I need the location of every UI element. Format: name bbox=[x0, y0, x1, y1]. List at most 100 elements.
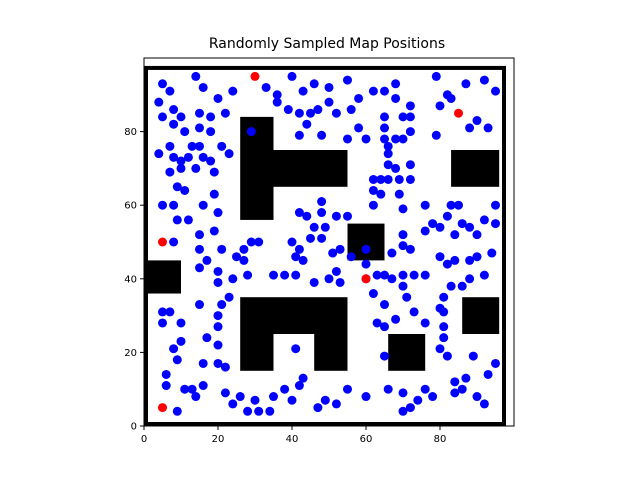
sample-point bbox=[439, 307, 449, 317]
sample-point bbox=[294, 108, 304, 118]
sample-point bbox=[472, 392, 482, 402]
sample-point bbox=[165, 141, 175, 151]
sample-point bbox=[465, 274, 475, 284]
sample-point bbox=[391, 314, 401, 324]
sample-point bbox=[306, 108, 315, 118]
sample-point bbox=[380, 270, 389, 280]
sample-point bbox=[354, 123, 364, 133]
sample-point bbox=[372, 318, 382, 328]
sample-point bbox=[209, 167, 219, 177]
obstacle-block bbox=[451, 150, 500, 187]
sample-point bbox=[298, 86, 308, 96]
sample-point bbox=[191, 392, 201, 402]
sample-point bbox=[191, 163, 201, 173]
sample-point bbox=[368, 185, 378, 195]
sample-point bbox=[450, 388, 460, 398]
sample-point bbox=[165, 307, 175, 317]
sample-point bbox=[405, 101, 415, 111]
sample-point bbox=[368, 289, 378, 299]
sample-point bbox=[198, 200, 208, 210]
sample-point bbox=[376, 174, 386, 184]
sample-point bbox=[380, 123, 389, 133]
y-tick-label: 60 bbox=[124, 201, 137, 212]
sample-point bbox=[161, 369, 171, 379]
sample-point bbox=[294, 208, 304, 218]
sample-point bbox=[320, 395, 330, 405]
sample-point bbox=[457, 384, 467, 394]
sample-point bbox=[209, 189, 219, 199]
sample-point bbox=[331, 399, 341, 409]
sample-point bbox=[287, 395, 297, 405]
sample-point bbox=[176, 336, 186, 346]
sample-point bbox=[239, 244, 249, 254]
sample-point bbox=[195, 141, 204, 151]
sample-point bbox=[272, 90, 282, 100]
sample-point bbox=[302, 211, 312, 221]
sample-point bbox=[324, 82, 334, 92]
sample-point bbox=[287, 71, 297, 81]
sample-point bbox=[331, 108, 341, 118]
sample-point bbox=[331, 211, 341, 221]
sample-point bbox=[280, 270, 290, 280]
sample-point bbox=[191, 71, 201, 81]
sample-point bbox=[457, 219, 467, 229]
sample-point bbox=[217, 300, 227, 310]
sample-point bbox=[380, 300, 389, 310]
sample-point bbox=[165, 86, 175, 96]
sample-point bbox=[195, 263, 204, 273]
sample-point bbox=[176, 156, 186, 166]
sample-point bbox=[287, 237, 297, 247]
sample-point bbox=[409, 270, 419, 280]
sample-point bbox=[361, 134, 371, 144]
sample-point bbox=[335, 244, 345, 254]
sample-point bbox=[479, 75, 489, 85]
sample-point bbox=[243, 270, 253, 280]
sample-point bbox=[343, 384, 352, 394]
sample-point bbox=[368, 174, 378, 184]
sample-point bbox=[398, 112, 408, 122]
sample-point bbox=[380, 134, 389, 144]
sample-point bbox=[368, 200, 378, 210]
sample-point bbox=[183, 215, 193, 225]
sample-point bbox=[398, 388, 408, 398]
sample-point bbox=[376, 189, 386, 199]
sample-point bbox=[220, 362, 230, 372]
sample-point bbox=[398, 270, 408, 280]
sample-point bbox=[158, 112, 167, 122]
sample-point bbox=[450, 230, 460, 240]
sample-point bbox=[213, 358, 223, 368]
sample-point bbox=[320, 222, 330, 232]
sample-point bbox=[428, 219, 438, 229]
sample-point bbox=[169, 119, 179, 129]
sample-point bbox=[154, 97, 164, 107]
sample-point bbox=[328, 248, 338, 258]
sample-point bbox=[213, 277, 223, 287]
chart-title: Randomly Sampled Map Positions bbox=[209, 36, 445, 52]
sample-point bbox=[246, 237, 256, 247]
sample-point bbox=[198, 82, 208, 92]
obstacle-block bbox=[462, 297, 500, 334]
sample-point bbox=[479, 270, 489, 280]
sample-point bbox=[487, 248, 497, 258]
sample-point bbox=[195, 244, 204, 254]
sample-point bbox=[317, 233, 327, 243]
sample-point bbox=[343, 211, 352, 221]
sample-point bbox=[213, 322, 223, 332]
sample-point bbox=[169, 344, 179, 354]
sample-point bbox=[250, 395, 260, 405]
sample-point bbox=[472, 230, 482, 240]
sample-point bbox=[280, 384, 290, 394]
sample-point bbox=[158, 200, 167, 210]
sample-point bbox=[398, 230, 408, 240]
sample-point bbox=[402, 292, 412, 302]
sample-point bbox=[435, 222, 445, 232]
sample-point bbox=[387, 248, 397, 258]
obstacle-block bbox=[314, 334, 348, 371]
sample-point bbox=[158, 79, 167, 89]
sample-point bbox=[209, 226, 219, 236]
y-tick-label: 40 bbox=[124, 274, 137, 285]
sample-point bbox=[158, 318, 167, 328]
sample-point bbox=[405, 112, 415, 122]
sample-point bbox=[298, 255, 308, 265]
sample-point bbox=[383, 160, 393, 170]
